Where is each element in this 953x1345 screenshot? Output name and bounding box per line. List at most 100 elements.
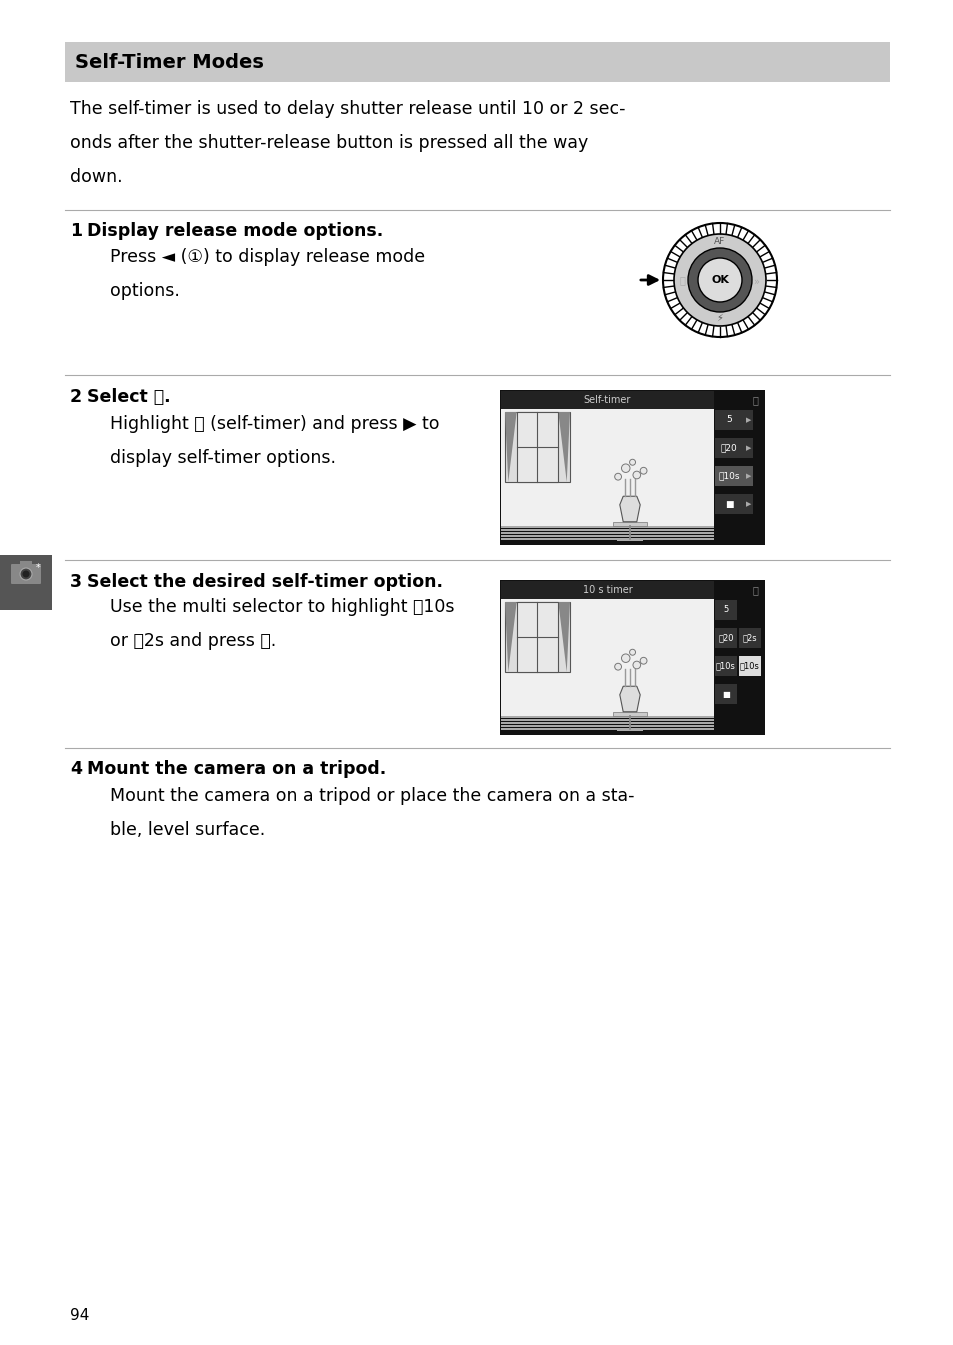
- Circle shape: [687, 247, 751, 312]
- FancyBboxPatch shape: [20, 561, 32, 566]
- FancyBboxPatch shape: [500, 533, 713, 534]
- Polygon shape: [558, 412, 569, 482]
- Circle shape: [632, 471, 640, 479]
- Text: Display release mode options.: Display release mode options.: [87, 222, 383, 239]
- Text: ⌛: ⌛: [751, 395, 757, 405]
- Text: Select ⌛.: Select ⌛.: [87, 387, 171, 406]
- FancyBboxPatch shape: [500, 529, 713, 531]
- FancyBboxPatch shape: [500, 581, 713, 599]
- FancyBboxPatch shape: [714, 656, 737, 677]
- Circle shape: [614, 663, 620, 670]
- Circle shape: [639, 658, 646, 664]
- Polygon shape: [504, 412, 517, 482]
- Text: »: »: [752, 277, 759, 286]
- Text: ⚡: ⚡: [716, 313, 722, 323]
- Text: ble, level surface.: ble, level surface.: [110, 820, 265, 839]
- Circle shape: [629, 650, 635, 655]
- Text: or ⌛2s and press ⓞ.: or ⌛2s and press ⓞ.: [110, 632, 276, 650]
- FancyBboxPatch shape: [500, 526, 713, 529]
- Text: 5: 5: [722, 605, 728, 615]
- Text: ⌛2s: ⌛2s: [741, 633, 757, 643]
- Polygon shape: [619, 496, 639, 522]
- Text: Use the multi selector to highlight ⌛10s: Use the multi selector to highlight ⌛10s: [110, 599, 454, 616]
- Circle shape: [614, 473, 620, 480]
- Text: down.: down.: [70, 168, 123, 186]
- FancyBboxPatch shape: [714, 410, 752, 430]
- FancyBboxPatch shape: [613, 522, 646, 526]
- Text: ⌓20: ⌓20: [720, 444, 737, 452]
- FancyBboxPatch shape: [617, 729, 642, 732]
- FancyBboxPatch shape: [500, 535, 713, 537]
- Text: ⌛10s: ⌛10s: [718, 472, 739, 480]
- Text: options.: options.: [110, 282, 180, 300]
- Text: Self-timer: Self-timer: [583, 395, 631, 405]
- Text: ⌛10s: ⌛10s: [740, 662, 760, 671]
- FancyBboxPatch shape: [739, 656, 760, 677]
- FancyBboxPatch shape: [500, 716, 713, 718]
- Text: The self-timer is used to delay shutter release until 10 or 2 sec-: The self-timer is used to delay shutter …: [70, 100, 625, 118]
- FancyBboxPatch shape: [613, 712, 646, 716]
- Circle shape: [632, 662, 640, 668]
- Circle shape: [20, 568, 32, 580]
- Text: Mount the camera on a tripod or place the camera on a sta-: Mount the camera on a tripod or place th…: [110, 787, 634, 806]
- FancyBboxPatch shape: [739, 628, 760, 648]
- FancyBboxPatch shape: [714, 438, 752, 459]
- Circle shape: [639, 467, 646, 475]
- Text: OK: OK: [710, 274, 728, 285]
- FancyBboxPatch shape: [499, 390, 764, 545]
- FancyBboxPatch shape: [500, 725, 713, 728]
- Text: ▶: ▶: [745, 473, 751, 479]
- FancyBboxPatch shape: [504, 412, 569, 482]
- Circle shape: [23, 570, 30, 577]
- Circle shape: [629, 459, 635, 465]
- Text: ▶: ▶: [745, 500, 751, 507]
- FancyBboxPatch shape: [714, 685, 737, 703]
- FancyBboxPatch shape: [517, 412, 558, 482]
- FancyBboxPatch shape: [500, 599, 713, 716]
- FancyBboxPatch shape: [500, 720, 713, 721]
- Text: ■: ■: [721, 690, 729, 698]
- FancyBboxPatch shape: [500, 728, 713, 730]
- Circle shape: [673, 234, 765, 325]
- Text: ⌛: ⌛: [679, 274, 684, 285]
- FancyBboxPatch shape: [617, 539, 642, 541]
- Text: ⌓20: ⌓20: [718, 633, 733, 643]
- FancyBboxPatch shape: [517, 603, 558, 672]
- Text: ⌛10s: ⌛10s: [716, 662, 735, 671]
- Text: 94: 94: [70, 1307, 90, 1322]
- FancyBboxPatch shape: [500, 391, 713, 409]
- Circle shape: [698, 258, 741, 303]
- Text: 5: 5: [725, 416, 731, 425]
- Polygon shape: [558, 603, 569, 672]
- Text: AF: AF: [714, 238, 725, 246]
- Text: onds after the shutter-release button is pressed all the way: onds after the shutter-release button is…: [70, 134, 588, 152]
- Circle shape: [620, 464, 629, 472]
- Text: 3: 3: [70, 573, 82, 590]
- FancyBboxPatch shape: [499, 580, 764, 734]
- Text: 2: 2: [70, 387, 82, 406]
- FancyBboxPatch shape: [500, 409, 713, 526]
- Text: 10 s timer: 10 s timer: [582, 585, 632, 594]
- Text: ▶: ▶: [745, 417, 751, 422]
- Text: Highlight ⌛ (self-timer) and press ▶ to: Highlight ⌛ (self-timer) and press ▶ to: [110, 416, 439, 433]
- Text: *: *: [35, 564, 40, 573]
- Text: Press ◄ (①) to display release mode: Press ◄ (①) to display release mode: [110, 247, 425, 266]
- FancyBboxPatch shape: [500, 538, 713, 539]
- Text: Select the desired self-timer option.: Select the desired self-timer option.: [87, 573, 442, 590]
- Polygon shape: [619, 686, 639, 712]
- Text: ▶: ▶: [745, 445, 751, 451]
- FancyBboxPatch shape: [504, 603, 569, 672]
- Text: Mount the camera on a tripod.: Mount the camera on a tripod.: [87, 760, 386, 777]
- Text: ■: ■: [724, 499, 733, 508]
- Polygon shape: [504, 603, 517, 672]
- Circle shape: [620, 654, 629, 663]
- Text: ⌛: ⌛: [751, 585, 757, 594]
- FancyBboxPatch shape: [11, 564, 41, 584]
- FancyBboxPatch shape: [714, 465, 752, 486]
- FancyBboxPatch shape: [0, 555, 52, 611]
- FancyBboxPatch shape: [714, 600, 737, 620]
- Text: 4: 4: [70, 760, 82, 777]
- FancyBboxPatch shape: [65, 42, 889, 82]
- Text: display self-timer options.: display self-timer options.: [110, 449, 335, 467]
- FancyBboxPatch shape: [714, 494, 752, 514]
